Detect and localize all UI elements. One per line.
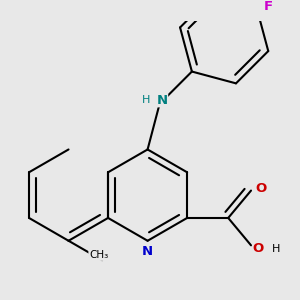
Text: H: H [272,244,281,254]
Text: N: N [156,94,168,107]
Text: CH₃: CH₃ [89,250,108,260]
Text: N: N [142,245,153,258]
Text: H: H [142,95,151,105]
Text: O: O [255,182,266,195]
Text: O: O [253,242,264,255]
Text: F: F [264,1,273,13]
